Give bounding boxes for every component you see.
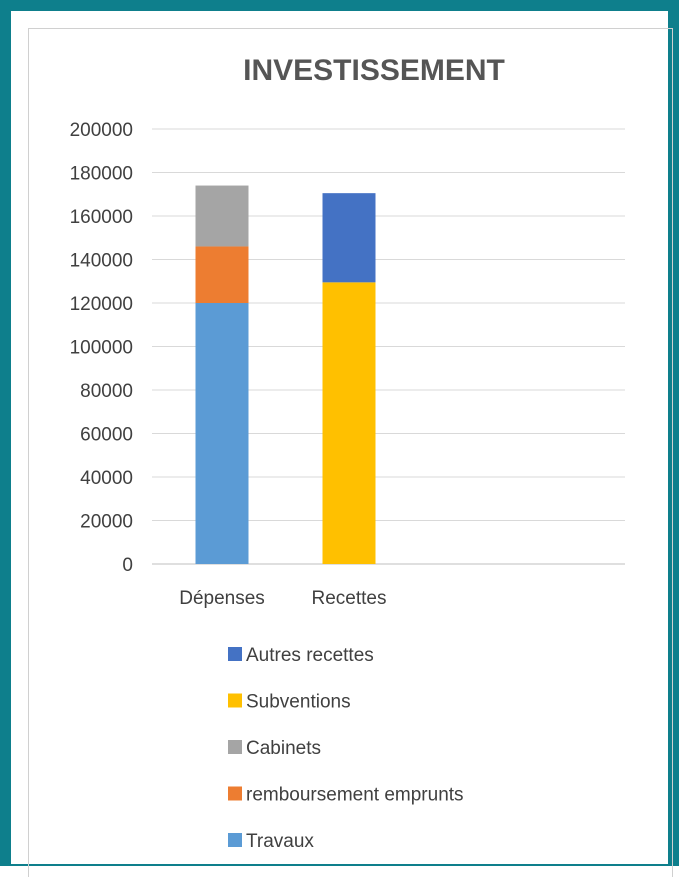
y-tick-label: 60000 [80, 425, 133, 446]
x-category-label: Dépenses [179, 588, 265, 609]
bars [195, 185, 376, 564]
legend-label: Travaux [246, 831, 314, 852]
y-tick-label: 100000 [70, 338, 133, 359]
legend-label: Subventions [246, 692, 351, 713]
legend-swatch [228, 693, 242, 708]
y-tick-label: 0 [122, 555, 133, 576]
legend: Autres recettes Subventions Cabinets rembou… [228, 645, 464, 852]
legend-swatch [228, 740, 242, 754]
bar-segment-autres-recettes [322, 193, 376, 283]
legend-swatch [228, 786, 242, 801]
bar-segment-cabinets [195, 185, 249, 247]
y-tick-label: 160000 [70, 207, 133, 228]
y-axis: 0 20000 40000 60000 80000 100000 120000 140000 1… [70, 120, 133, 576]
y-tick-label: 120000 [70, 294, 133, 315]
chart-title: INVESTISSEMENT [243, 54, 505, 87]
legend-label: Cabinets [246, 738, 321, 759]
bar-segment-remboursement-emprunts [195, 246, 249, 303]
y-tick-label: 20000 [80, 512, 133, 533]
legend-label: remboursement emprunts [246, 785, 464, 806]
y-tick-label: 200000 [70, 120, 133, 141]
y-tick-label: 40000 [80, 468, 133, 489]
x-axis: Dépenses Recettes [179, 588, 386, 609]
x-category-label: Recettes [312, 588, 387, 609]
y-tick-label: 180000 [70, 164, 133, 185]
bar-segment-subventions [322, 282, 376, 564]
legend-label: Autres recettes [246, 645, 374, 666]
y-tick-label: 80000 [80, 381, 133, 402]
y-tick-label: 140000 [70, 251, 133, 272]
bar-segment-travaux [195, 303, 249, 564]
legend-swatch [228, 833, 242, 847]
legend-swatch [228, 647, 242, 661]
chart-area-border [28, 28, 673, 877]
